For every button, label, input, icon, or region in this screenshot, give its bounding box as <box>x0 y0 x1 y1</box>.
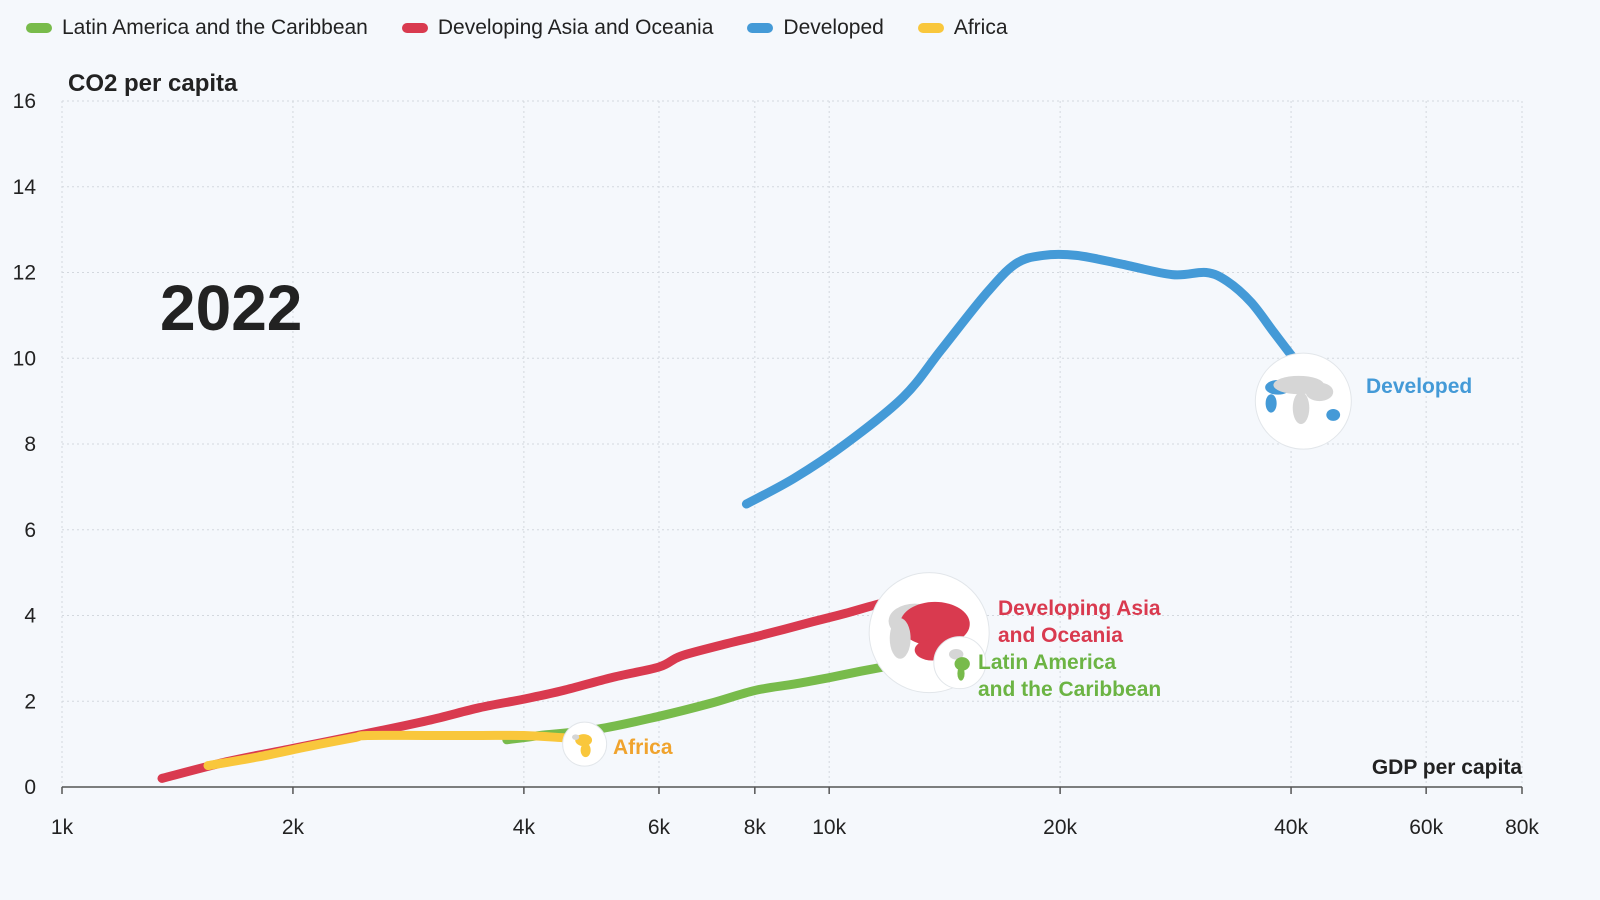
legend-label: Latin America and the Caribbean <box>62 16 368 39</box>
y-tick-label: 12 <box>13 262 36 285</box>
x-tick-label: 4k <box>513 816 536 839</box>
series-end-label: Developed <box>1366 375 1472 398</box>
y-tick-label: 0 <box>24 776 36 799</box>
x-tick-label: 20k <box>1043 816 1077 839</box>
legend-item[interactable]: Africa <box>917 16 1008 40</box>
x-tick-label: 60k <box>1409 816 1443 839</box>
series-line <box>741 249 1300 509</box>
x-tick-label: 10k <box>812 816 846 839</box>
x-tick-label: 6k <box>648 816 671 839</box>
legend-item[interactable]: Latin America and the Caribbean <box>26 16 368 40</box>
legend-swatch <box>401 23 428 33</box>
series-line <box>203 730 603 771</box>
series-end-label: Latin America <box>978 651 1116 674</box>
x-tick-label: 1k <box>51 816 74 839</box>
y-tick-label: 10 <box>13 347 36 370</box>
series-line <box>502 660 900 745</box>
legend-swatch <box>26 23 52 33</box>
legend-swatch <box>747 23 774 33</box>
y-tick-label: 8 <box>24 433 36 456</box>
legend-item[interactable]: Developed <box>747 16 884 40</box>
x-tick-label: 80k <box>1505 816 1539 839</box>
globe-developed-icon <box>1254 352 1352 450</box>
series-end-label: and Oceania <box>998 624 1123 647</box>
legend-item[interactable]: Developing Asia and Oceania <box>401 16 714 40</box>
globe-latin-america-icon <box>933 636 987 690</box>
globe-africa-icon <box>562 721 608 767</box>
y-axis-title: CO2 per capita <box>68 70 238 97</box>
x-tick-label: 2k <box>282 816 305 839</box>
y-tick-label: 14 <box>13 176 37 199</box>
x-tick-label: 40k <box>1274 816 1308 839</box>
legend-label: Africa <box>953 16 1008 39</box>
series-end-label: and the Caribbean <box>978 678 1161 701</box>
x-axis-title: GDP per capita <box>1372 756 1522 779</box>
year-label: 2022 <box>160 272 302 344</box>
series-end-label: Developing Asia <box>998 597 1161 620</box>
x-tick-label: 8k <box>744 816 767 839</box>
legend: Latin America and the Caribbean Developin… <box>26 16 1008 40</box>
y-tick-label: 6 <box>24 519 36 542</box>
legend-label: Developing Asia and Oceania <box>437 16 714 39</box>
y-tick-label: 2 <box>24 690 36 713</box>
y-tick-label: 4 <box>24 605 36 628</box>
series-end-label: Africa <box>613 736 673 759</box>
legend-swatch <box>917 23 944 33</box>
legend-label: Developed <box>783 16 884 39</box>
y-tick-label: 16 <box>13 90 36 113</box>
